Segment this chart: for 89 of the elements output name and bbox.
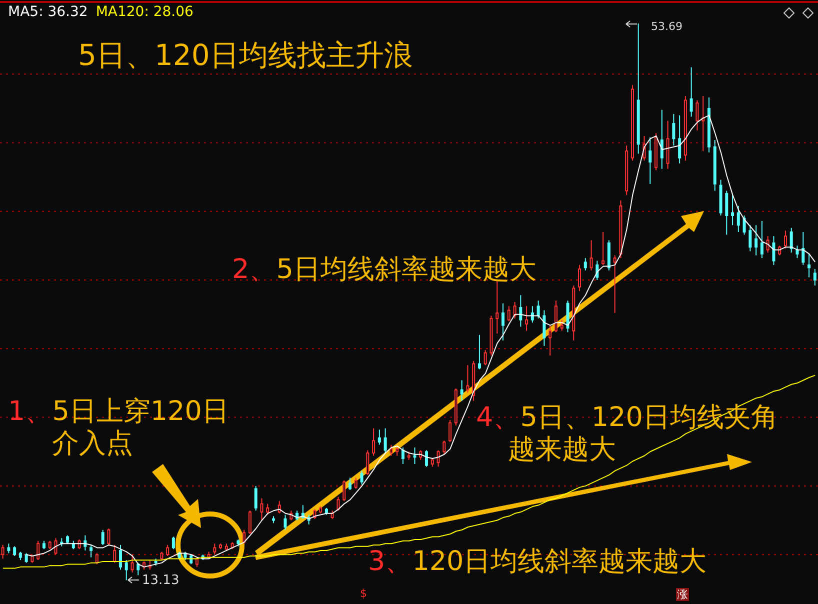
candlestick [672,113,676,146]
candlestick [342,480,346,502]
candlestick [442,440,446,455]
candlestick [502,302,505,341]
candlestick [590,240,593,271]
candlestick [336,496,340,512]
candlestick [124,560,128,581]
candlestick [754,224,758,256]
annotation: 13.13 [142,573,180,588]
candlestick [172,536,175,550]
annotation: 53.69 [651,20,682,33]
candlestick [736,205,740,232]
candlestick [372,428,376,456]
candlestick [254,485,258,512]
candlestick [354,477,358,490]
candlestick [602,231,605,266]
candlestick [725,190,728,236]
candlestick [802,231,805,266]
candlestick [213,543,216,556]
candlestick [448,420,452,443]
candlestick [413,447,416,464]
candlestick [348,477,352,491]
candlestick [808,253,811,278]
candlestick [748,224,752,252]
candlestick [660,109,664,170]
candlestick [278,500,281,514]
candlestick [742,215,746,236]
candlestick [772,236,776,266]
candlestick [107,528,110,546]
candlestick [242,529,246,544]
candlestick [678,114,682,164]
candlestick [248,510,252,534]
candlestick [390,444,393,456]
candlestick [36,540,40,561]
candlestick [690,66,693,118]
annotation: 2、5日均线斜率越来越大 [232,254,536,285]
candlestick [484,350,487,366]
candlestick [513,302,516,319]
annotation: $ [360,587,367,600]
candlestick [136,562,140,576]
candlestick [578,264,582,292]
text: MA5: 36.32 [8,4,88,20]
candlestick [130,554,134,573]
candlestick [766,236,770,254]
candlestick [813,268,816,286]
candlestick [24,552,28,564]
candlestick [519,294,522,328]
text: MA120: 28.06 [96,4,194,20]
candlestick [90,544,93,558]
candlestick [113,544,116,564]
candlestick [366,450,370,476]
candlestick [101,529,104,546]
candlestick [542,310,546,346]
candlestick [548,324,552,356]
annotation: 1、5日上穿120日介入点 [8,396,229,460]
candlestick [401,447,404,464]
candlestick [260,498,264,521]
candlestick [784,230,787,249]
candlestick [790,227,793,254]
candlestick [530,306,534,324]
candlestick [584,258,587,271]
candlestick [118,544,122,570]
text: 5日、120日均线找主升浪 [78,38,413,73]
candlestick [95,552,98,565]
candlestick [648,136,652,184]
candlestick [466,364,470,394]
candlestick [284,514,287,530]
annotation: 3、120日均线斜率越来越大 [368,546,707,577]
candlestick [460,380,464,402]
candlestick [760,220,764,259]
annotation: 涨 [676,588,689,601]
candlestick [378,429,381,446]
candlestick [478,334,481,370]
candlestick [360,470,364,486]
candlestick [613,254,616,314]
candlestick [507,306,510,322]
candlestick [525,306,528,332]
candlestick [7,543,10,554]
candlestick [436,450,440,468]
candlestick [731,194,734,226]
candlestick [425,450,428,468]
candlestick [560,319,564,332]
candlestick [384,428,387,454]
candlestick [166,544,170,556]
candlestick [266,503,270,516]
candlestick [54,538,58,556]
candlestick [696,100,699,131]
candlestick [13,546,16,556]
candlestick [536,300,540,319]
